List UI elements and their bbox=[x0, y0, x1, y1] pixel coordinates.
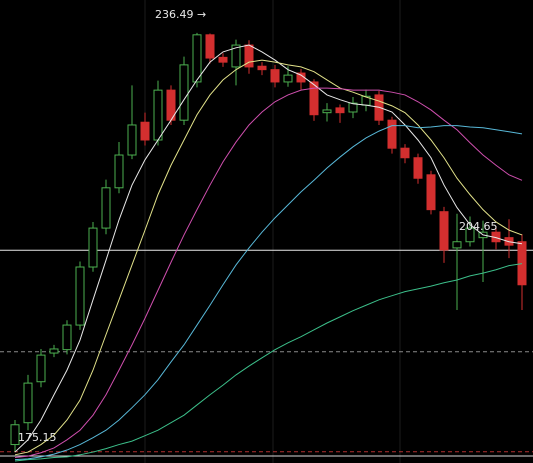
candle-body bbox=[88, 227, 98, 268]
annotation: 204.65 bbox=[459, 220, 498, 233]
ma-line bbox=[14, 125, 523, 461]
candle-body bbox=[335, 107, 345, 114]
annotation: 236.49 → bbox=[155, 8, 206, 21]
candle-body bbox=[426, 174, 436, 211]
candle-body bbox=[114, 154, 124, 189]
ma-line bbox=[14, 44, 523, 453]
candle-body bbox=[387, 119, 397, 149]
candle-body bbox=[439, 211, 449, 251]
candle-body bbox=[413, 157, 423, 179]
ma-line bbox=[14, 87, 523, 459]
candle-body bbox=[322, 109, 332, 114]
candle-body bbox=[36, 354, 46, 383]
candle-body bbox=[101, 187, 111, 229]
candle-body bbox=[348, 102, 358, 113]
candle-body bbox=[140, 121, 150, 141]
candle-body bbox=[62, 324, 72, 351]
candle-body bbox=[205, 34, 215, 59]
annotation: 175.15 bbox=[18, 431, 57, 444]
marks bbox=[0, 32, 533, 462]
candle-body bbox=[465, 227, 475, 243]
candle-body bbox=[10, 424, 20, 446]
candle-body bbox=[452, 241, 462, 249]
candle-body bbox=[270, 69, 280, 83]
ma-line bbox=[14, 263, 523, 462]
candle-body bbox=[49, 348, 59, 354]
candle-body bbox=[23, 382, 33, 424]
candle-body bbox=[218, 56, 228, 63]
candle-body bbox=[400, 147, 410, 159]
candle-body bbox=[179, 64, 189, 121]
candle-body bbox=[127, 124, 137, 156]
candle-body bbox=[75, 266, 85, 326]
candle-body bbox=[231, 44, 241, 68]
candle-body bbox=[309, 81, 319, 116]
candle-body bbox=[192, 34, 202, 83]
ma-line bbox=[14, 59, 523, 456]
candle-body bbox=[153, 89, 163, 141]
candle-body bbox=[257, 65, 267, 71]
candle-body bbox=[517, 241, 527, 286]
candle-body bbox=[283, 74, 293, 83]
